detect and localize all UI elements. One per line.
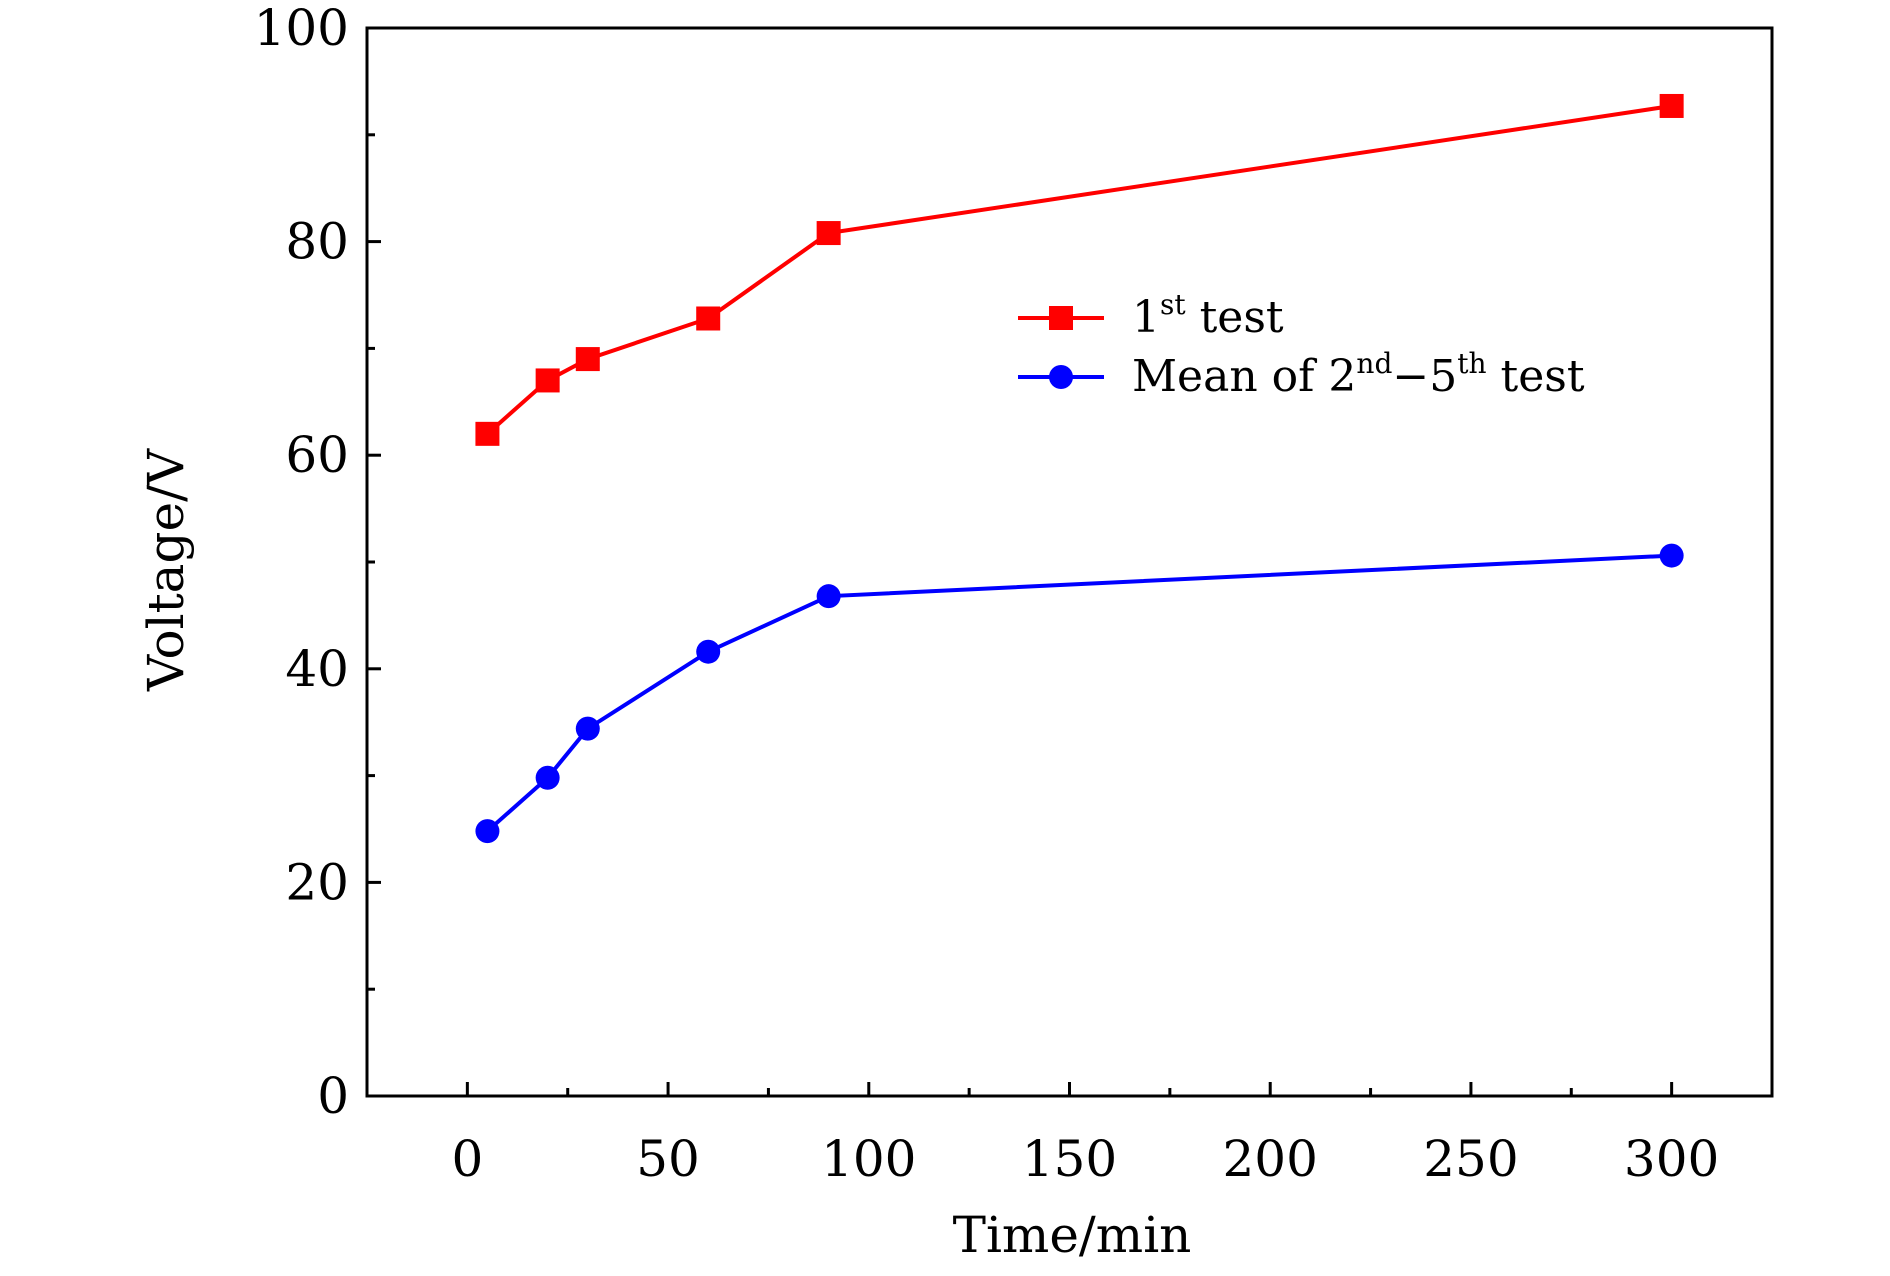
data-point-square (1659, 93, 1684, 118)
axis-ticks: 0 50 100 150 200 250 300 0 20 40 60 80 100 (254, 0, 1720, 1188)
series-layer (475, 93, 1684, 844)
data-point-circle (575, 716, 600, 741)
y-tick-label: 20 (285, 853, 349, 911)
data-point-square (535, 368, 560, 393)
legend-label-1: 1st test (1132, 288, 1284, 343)
data-point-square (696, 306, 721, 331)
y-tick-label: 0 (317, 1067, 349, 1125)
x-tick-label: 200 (1222, 1130, 1317, 1188)
y-tick-label: 100 (254, 0, 349, 57)
y-axis-label: Voltage/V (137, 448, 195, 692)
data-point-circle (1659, 543, 1684, 568)
data-point-circle (696, 639, 721, 664)
y-tick-label: 60 (285, 426, 349, 484)
x-tick-label: 150 (1022, 1130, 1117, 1188)
data-point-circle (816, 584, 841, 609)
data-point-square (816, 221, 841, 246)
series-line-2 (486, 553, 1672, 833)
legend-label-2: Mean of 2nd−5th test (1132, 347, 1585, 402)
legend-marker-circle (1049, 365, 1073, 389)
y-tick-label: 40 (285, 640, 349, 698)
x-tick-label: 300 (1624, 1130, 1719, 1188)
y-tick-label: 80 (285, 213, 349, 271)
legend-marker-square (1049, 306, 1073, 330)
data-point-circle (535, 765, 560, 790)
x-tick-label: 0 (451, 1130, 483, 1188)
x-tick-label: 50 (636, 1130, 700, 1188)
data-point-square (575, 347, 600, 372)
x-tick-label: 250 (1423, 1130, 1518, 1188)
x-axis-label: Time/min (953, 1206, 1192, 1264)
data-point-square (475, 421, 500, 446)
data-point-circle (475, 819, 500, 844)
x-tick-label: 100 (821, 1130, 916, 1188)
